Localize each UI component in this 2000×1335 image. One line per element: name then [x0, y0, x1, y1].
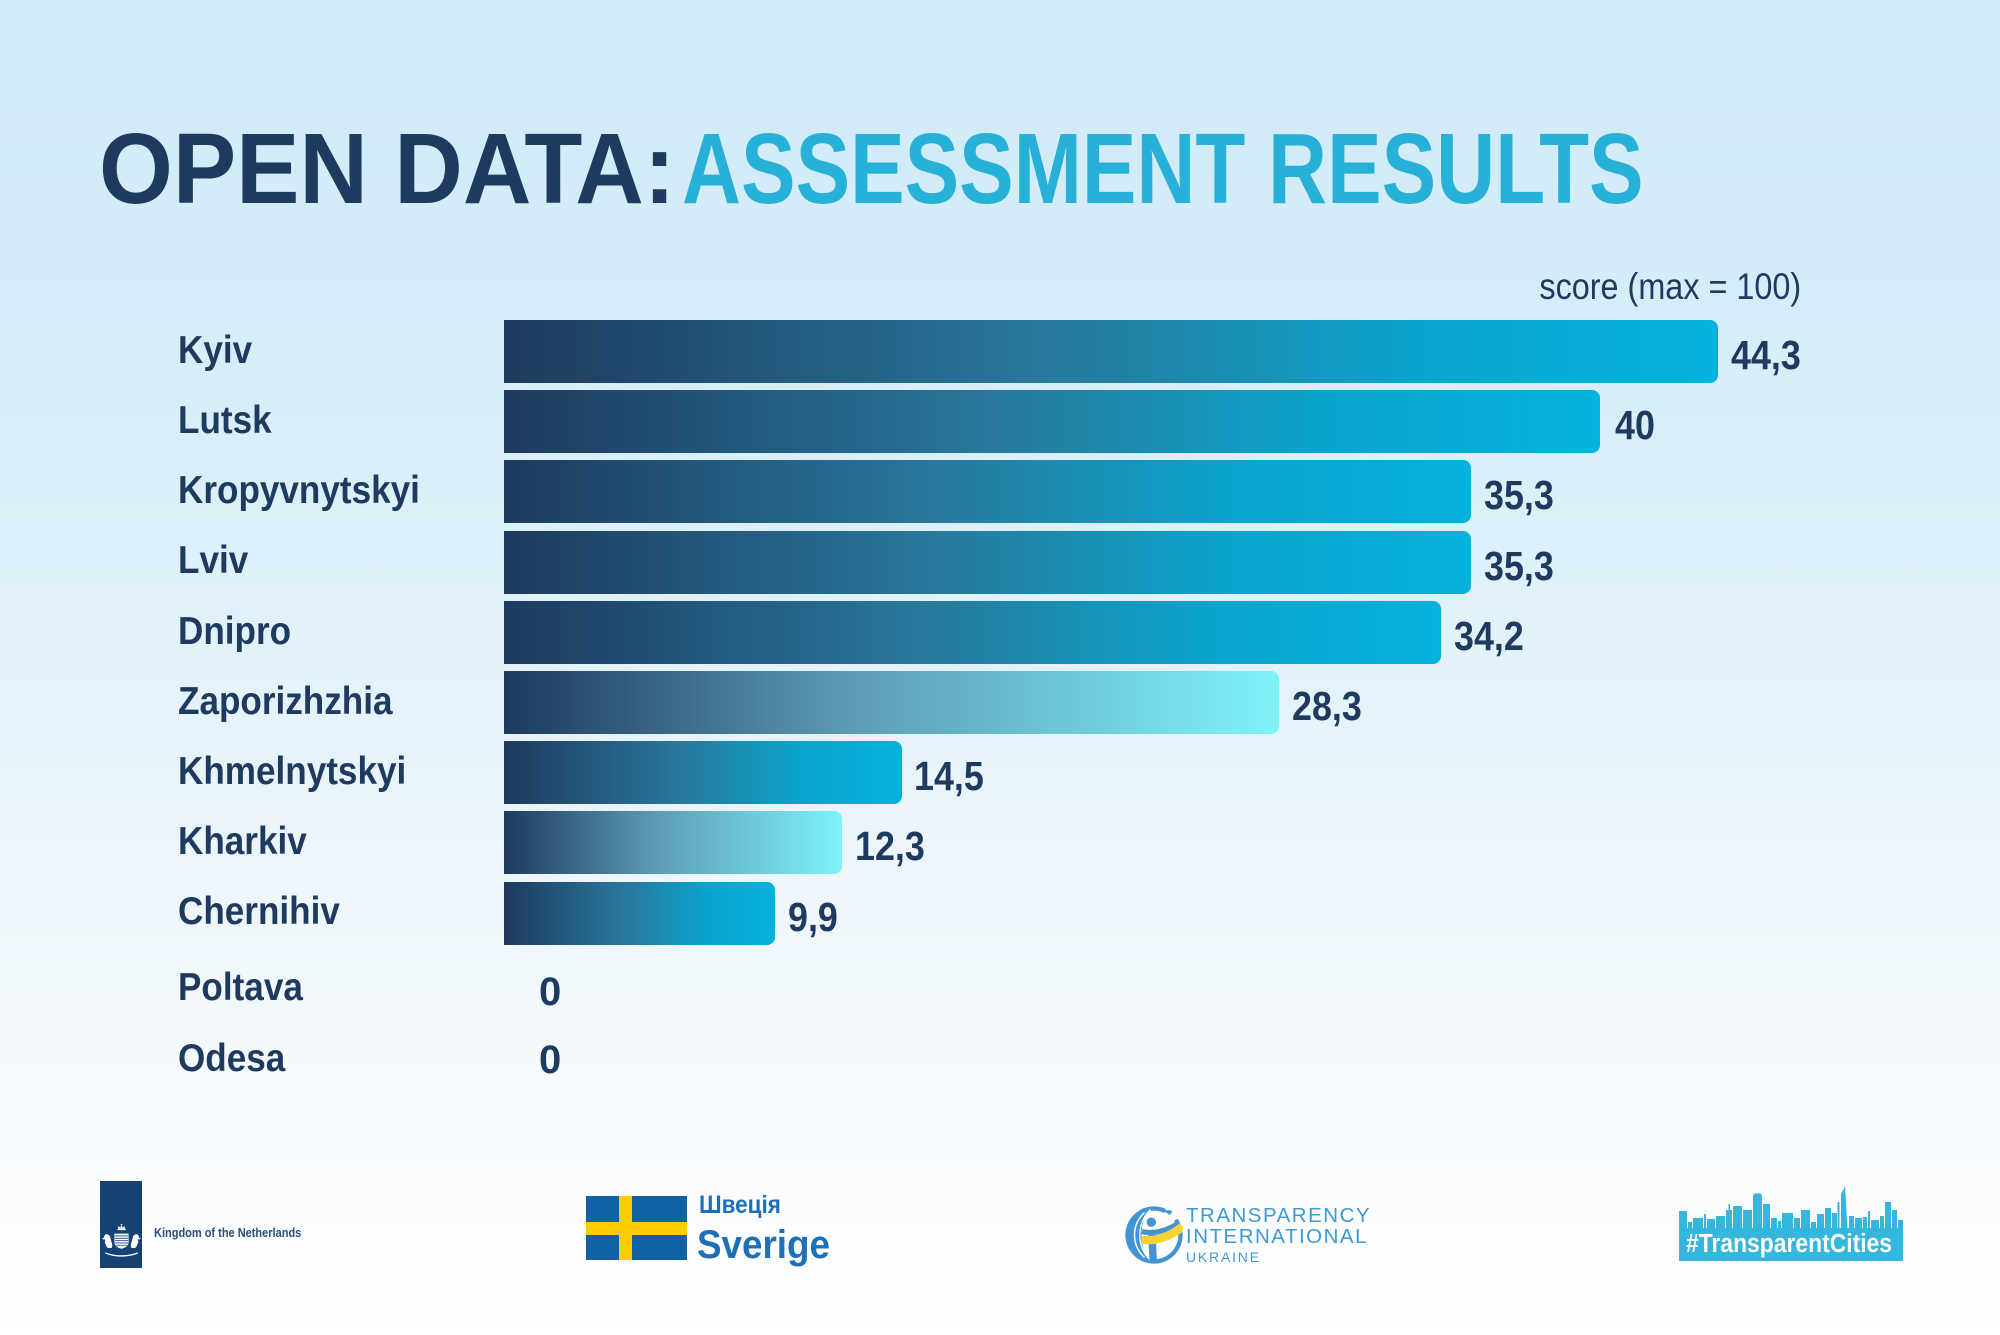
- svg-text:#TransparentCities: #TransparentCities: [1686, 1230, 1892, 1258]
